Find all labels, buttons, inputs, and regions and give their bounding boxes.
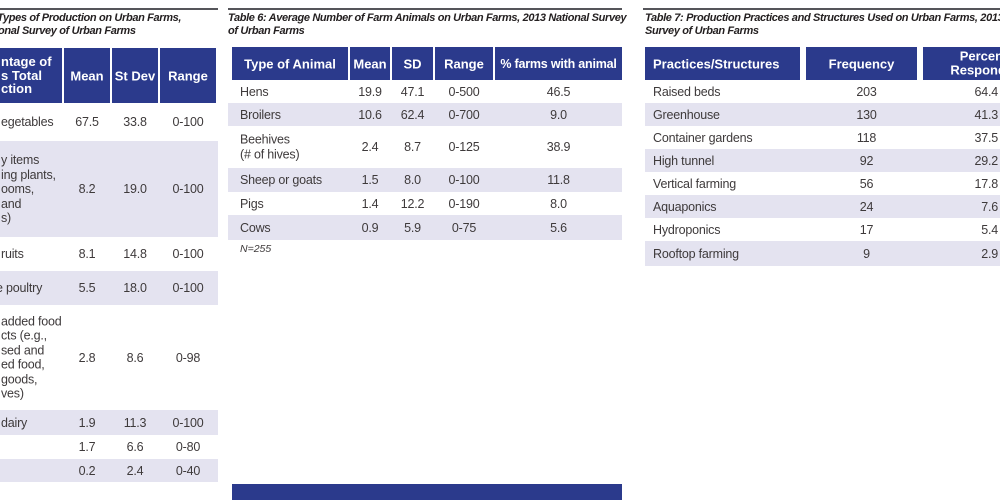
table-row: Pigs 1.4 12.2 0-190 8.0 (240, 196, 567, 211)
table6-header-sd: SD (392, 47, 433, 80)
table6-header-animal: Type of Animal (232, 47, 348, 80)
table-row: ruits 8.1 14.8 0-100 (1, 246, 204, 261)
table6-caption-line1: Table 6: Average Number of Farm Animals … (228, 12, 627, 24)
table6-caption: Table 6: Average Number of Farm Animals … (228, 12, 627, 38)
table-row: High tunnel 92 29.2 (645, 149, 1000, 172)
table6-caption-line2: of Urban Farms (228, 25, 305, 37)
table-row: y items ing plants, ooms, and s) 8.2 19.… (0, 141, 218, 237)
table-row: Container gardens 118 37.5 (653, 130, 998, 145)
table7-header-practice: Practices/Structures (645, 47, 800, 80)
table-row: Beehives (# of hives) 2.4 8.7 0-125 38.9 (240, 132, 571, 162)
table7-caption: Table 7: Production Practices and Struct… (645, 12, 1000, 38)
table5-header-range: Range (160, 48, 216, 103)
table5-header-mean: Mean (64, 48, 110, 103)
table5-types-of-production: Types of Production on Urban Farms, tion… (0, 0, 218, 500)
table-row: 0.2 2.4 0-40 (0, 459, 218, 482)
table5-caption: Types of Production on Urban Farms, tion… (0, 12, 181, 38)
table5-header-stdev: St Dev (112, 48, 158, 103)
table7-top-rule (643, 8, 1000, 10)
table-row: Rooftop farming 9 2.9 (645, 241, 1000, 266)
table-row: 1.7 6.6 0-80 (78, 439, 201, 454)
table7-practices-structures: Table 7: Production Practices and Struct… (645, 0, 1000, 500)
table-row: Hydroponics 17 5.4 (653, 222, 998, 237)
table-row: Cows 0.9 5.9 0-75 5.6 (228, 215, 622, 240)
table-row: Hens 19.9 47.1 0-500 46.5 (240, 84, 571, 99)
table-row: egetables 67.5 33.8 0-100 (1, 114, 204, 129)
table5-caption-line2: tional Survey of Urban Farms (0, 25, 136, 37)
table5-header-label-line: ction (1, 81, 33, 96)
table-row: dairy 1.9 11.3 0-100 (0, 410, 218, 435)
table-row: Raised beds 203 64.4 (653, 84, 998, 99)
table5-header-label: ntage of s Total ction (0, 48, 62, 103)
table-row: Vertical farming 56 17.8 (653, 176, 998, 191)
table-row: Greenhouse 130 41.3 (645, 103, 1000, 126)
table-row: Aquaponics 24 7.6 (645, 195, 1000, 218)
table-row: Broilers 10.6 62.4 0-700 9.0 (228, 103, 622, 126)
next-table-header-cropped (232, 484, 622, 500)
table-row: Sheep or goats 1.5 8.0 0-100 11.8 (228, 168, 622, 192)
table5-caption-line1: Types of Production on Urban Farms, (0, 12, 182, 24)
table-row: added food cts (e.g., sed and ed food, g… (1, 314, 201, 401)
table-row: e poultry 5.5 18.0 0-100 (0, 271, 218, 305)
table6-header-mean: Mean (350, 47, 390, 80)
table7-caption-line1: Table 7: Production Practices and Struct… (645, 12, 1000, 24)
table6-header-pct: % farms with animal (495, 47, 622, 80)
table5-header-label-line: ntage of (1, 54, 52, 69)
table6-farm-animals: Table 6: Average Number of Farm Animals … (228, 0, 627, 500)
table7-header-frequency: Frequency (806, 47, 917, 80)
table7-caption-line2: Survey of Urban Farms (645, 25, 759, 37)
table5-header-label-line: s Total (1, 67, 42, 83)
table6-header-range: Range (435, 47, 493, 80)
table6-top-rule (228, 8, 622, 10)
table7-header-percent: Percent of Respondents (923, 47, 1000, 80)
table5-top-rule (0, 8, 218, 10)
table6-sample-size-note: N=255 (240, 243, 272, 255)
